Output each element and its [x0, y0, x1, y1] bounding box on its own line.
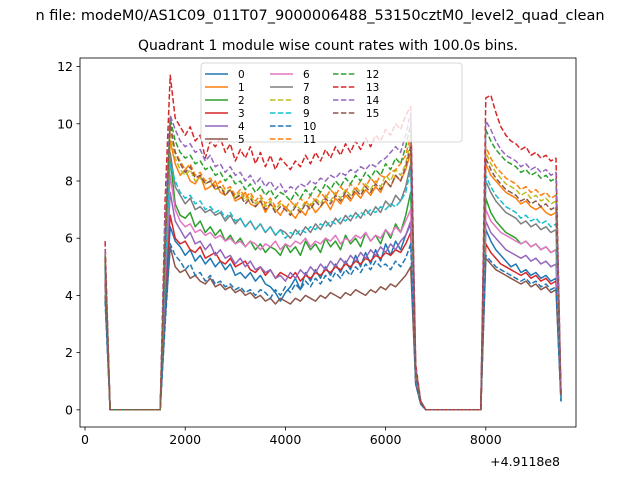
plot-area: 0 2000 4000 6000 800002468101201234567891011… [57, 57, 577, 447]
x-tick-label: 0 [81, 432, 89, 447]
x-tick-label: 8000 [470, 432, 502, 447]
legend-label-13: 13 [366, 82, 379, 94]
y-tick-label: 0 [65, 402, 73, 417]
series-line-15 [104, 123, 562, 411]
legend-label-11: 11 [303, 134, 316, 146]
legend-label-10: 10 [303, 121, 316, 133]
legend-label-9: 9 [303, 108, 310, 120]
y-tick-label: 12 [57, 59, 73, 74]
legend-label-2: 2 [238, 95, 245, 107]
legend-label-15: 15 [366, 108, 379, 120]
y-tick-label: 10 [57, 116, 73, 131]
y-tick-label: 6 [65, 231, 73, 246]
x-offset-label: +4.9118e8 [490, 454, 560, 469]
figure-suptitle: n file: modeM0/AS1C09_011T07_9000006488_… [35, 8, 604, 24]
legend-label-7: 7 [303, 82, 310, 94]
x-tick-label: 2000 [169, 432, 201, 447]
legend-label-6: 6 [303, 69, 310, 81]
legend-label-1: 1 [238, 82, 245, 94]
legend-label-8: 8 [303, 95, 310, 107]
series-line-10 [104, 243, 562, 411]
legend-label-0: 0 [238, 69, 245, 81]
legend-label-12: 12 [366, 69, 379, 81]
legend-label-5: 5 [238, 134, 245, 146]
x-tick-label: 6000 [370, 432, 402, 447]
y-tick-label: 2 [65, 345, 73, 360]
legend-label-3: 3 [238, 108, 245, 120]
chart-title: Quadrant 1 module wise count rates with … [138, 38, 518, 54]
legend-frame [200, 62, 463, 143]
axes-frame [79, 57, 577, 428]
x-tick-label: 4000 [270, 432, 302, 447]
series-line-14 [104, 111, 562, 411]
legend-label-14: 14 [366, 95, 380, 107]
series-line-5 [104, 246, 562, 411]
legend-label-4: 4 [238, 121, 245, 133]
y-tick-label: 8 [65, 174, 73, 189]
y-tick-label: 4 [65, 288, 73, 303]
